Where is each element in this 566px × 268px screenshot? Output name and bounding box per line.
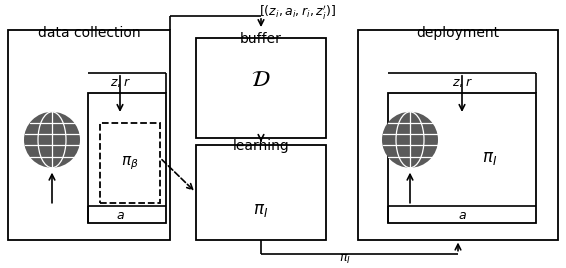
Bar — [196, 38, 326, 138]
Text: $\pi_I$: $\pi_I$ — [339, 253, 351, 266]
Text: buffer: buffer — [240, 32, 282, 46]
Text: deployment: deployment — [417, 26, 500, 40]
Text: $z, r$: $z, r$ — [110, 76, 130, 90]
Circle shape — [24, 112, 80, 168]
Text: learning: learning — [233, 139, 289, 153]
Bar — [388, 93, 536, 223]
Text: $\pi_{\beta}$: $\pi_{\beta}$ — [121, 154, 139, 172]
Bar — [196, 145, 326, 240]
Text: $\mathcal{D}$: $\mathcal{D}$ — [251, 70, 271, 90]
Circle shape — [382, 112, 438, 168]
Text: data collection: data collection — [38, 26, 140, 40]
Text: $a$: $a$ — [457, 209, 466, 222]
Text: $\pi_I$: $\pi_I$ — [482, 149, 498, 167]
Bar — [88, 93, 166, 223]
Bar — [100, 123, 160, 203]
Text: $[(z_i, a_i, r_i, z_i^{\prime})]$: $[(z_i, a_i, r_i, z_i^{\prime})]$ — [259, 4, 337, 22]
Text: $a$: $a$ — [115, 209, 125, 222]
Bar — [8, 30, 170, 240]
Bar — [358, 30, 558, 240]
Text: $z, r$: $z, r$ — [452, 76, 473, 90]
Text: $\pi_I$: $\pi_I$ — [254, 201, 269, 219]
